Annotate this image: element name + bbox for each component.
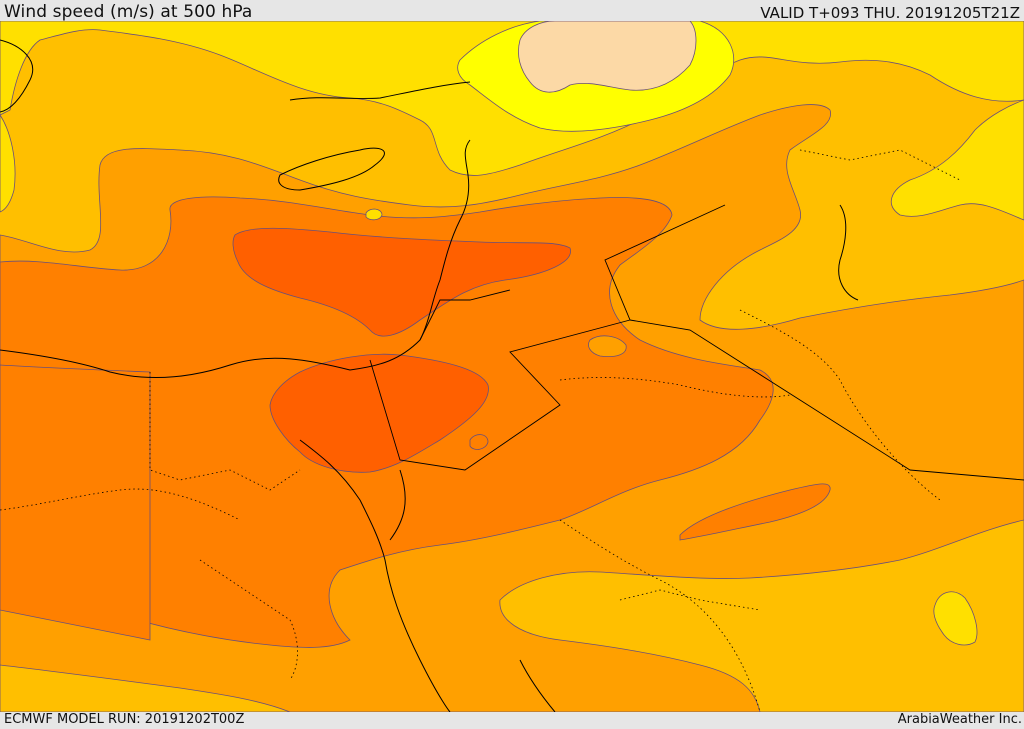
wind-band-blob-small-1	[588, 335, 627, 357]
wind-speed-map	[0, 21, 1024, 712]
map-header: Wind speed (m/s) at 500 hPa VALID T+093 …	[0, 0, 1024, 22]
map-footer: ECMWF MODEL RUN: 20191202T00Z ArabiaWeat…	[0, 712, 1024, 729]
wind-band-west-yellow	[0, 114, 16, 213]
wind-speed-map-svg	[0, 21, 1024, 712]
internal-borders	[0, 149, 961, 712]
wind-band-light-southeast	[499, 519, 1024, 712]
wind-band-light-southwest	[0, 664, 291, 712]
wind-band-orange-southwest	[0, 364, 151, 641]
valid-time-label: VALID T+093 THU. 20191205T21Z	[760, 4, 1020, 22]
map-title: Wind speed (m/s) at 500 hPa	[4, 2, 253, 22]
wind-band-blob-small-2	[469, 434, 489, 450]
wind-band-north-peach	[518, 21, 697, 93]
credit-label: ArabiaWeather Inc.	[897, 712, 1022, 727]
country-borders	[369, 204, 1024, 481]
wind-band-streak-east	[679, 483, 831, 541]
wind-band-east-yellow	[890, 99, 1024, 221]
model-run-label: ECMWF MODEL RUN: 20191202T00Z	[4, 712, 245, 727]
wind-band-core-north	[232, 227, 571, 337]
wind-band-blob-yellow	[933, 591, 978, 646]
wind-band-blob-small-3	[365, 208, 383, 221]
coastlines	[0, 39, 859, 712]
